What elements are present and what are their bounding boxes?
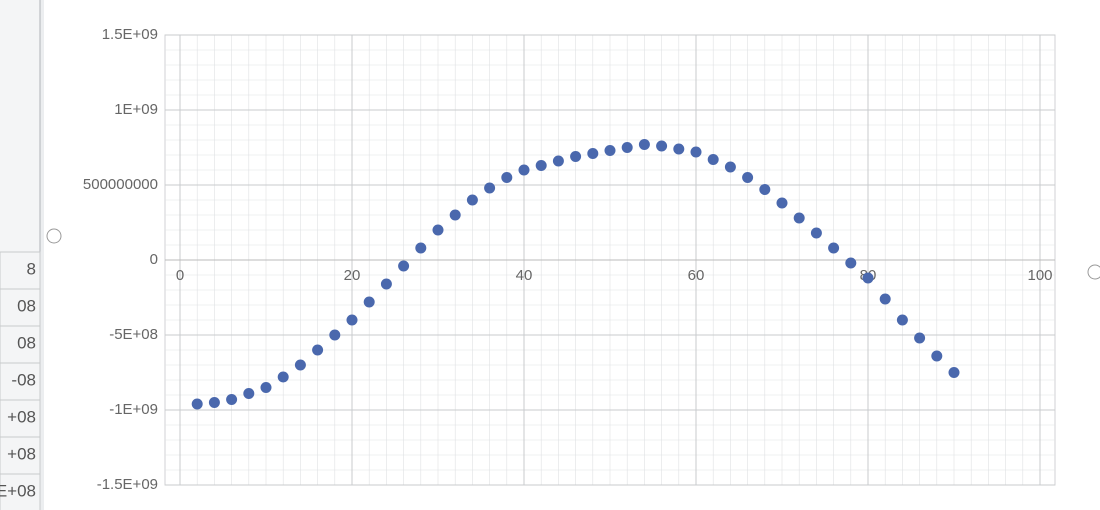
data-point — [707, 154, 719, 165]
data-point — [587, 148, 599, 159]
data-point — [208, 397, 220, 408]
data-point — [656, 140, 668, 152]
y-tick-label: -5E+08 — [109, 326, 158, 343]
data-point — [638, 139, 650, 150]
data-point — [329, 329, 341, 341]
x-tick-label: 0 — [176, 267, 184, 284]
data-point — [312, 344, 324, 356]
data-point — [501, 172, 513, 183]
sheet-cell-text: -08 — [11, 370, 36, 389]
data-point — [346, 314, 358, 326]
data-point — [914, 332, 926, 344]
y-tick-label: -1E+09 — [109, 401, 158, 418]
sheet-cell — [0, 325, 41, 364]
data-point — [363, 296, 375, 308]
data-point — [828, 242, 840, 254]
x-tick-label: 60 — [688, 267, 705, 284]
x-tick-label: 40 — [516, 267, 533, 284]
data-point — [484, 182, 496, 194]
chart-area — [44, 0, 1100, 510]
data-point — [243, 388, 255, 399]
data-point — [948, 367, 960, 378]
data-point — [621, 142, 633, 153]
data-point — [466, 194, 478, 206]
data-point — [793, 212, 805, 224]
resize-handle — [46, 228, 62, 244]
sheet-cell — [0, 251, 41, 290]
y-tick-label: 0 — [150, 251, 158, 268]
data-point — [742, 172, 754, 183]
data-point — [398, 260, 410, 272]
data-point — [759, 184, 771, 195]
data-point — [191, 398, 203, 410]
data-point — [724, 161, 736, 173]
data-point — [879, 293, 891, 305]
data-point — [931, 350, 943, 362]
data-point — [226, 394, 238, 405]
data-point — [776, 197, 788, 209]
data-point — [518, 164, 530, 176]
sheet-cell-text: +08 — [7, 444, 36, 463]
data-point — [690, 146, 702, 158]
data-point — [294, 359, 306, 371]
data-point — [845, 257, 857, 269]
data-point — [277, 371, 289, 383]
sheet-cell-text: 08 — [17, 333, 36, 352]
y-tick-label: 1.5E+09 — [102, 26, 158, 43]
data-point — [810, 227, 822, 239]
sheet-cell-text: E+08 — [0, 481, 36, 500]
data-point — [432, 224, 444, 236]
x-tick-label: 100 — [1027, 267, 1052, 284]
sheet-cell-text: 08 — [17, 296, 36, 315]
data-point — [380, 278, 392, 290]
y-tick-label: 500000000 — [83, 176, 158, 193]
data-point — [604, 145, 616, 156]
sheet-cell — [0, 436, 41, 475]
data-point — [673, 143, 685, 155]
sheet-cell-text: +08 — [7, 407, 36, 426]
sheet-cell-text: 8 — [27, 259, 36, 278]
x-tick-label: 20 — [344, 267, 361, 284]
data-point — [552, 155, 564, 167]
data-point — [896, 314, 908, 326]
data-point — [415, 242, 427, 254]
data-point — [570, 151, 582, 162]
sheet-cell — [0, 362, 41, 401]
data-point — [260, 382, 272, 393]
sheet-cell — [0, 473, 41, 510]
y-tick-label: 1E+09 — [114, 101, 158, 118]
data-point — [535, 160, 547, 171]
sheet-cell — [0, 288, 41, 327]
data-point — [449, 209, 461, 221]
sheet-cell — [0, 399, 41, 438]
y-tick-label: -1.5E+09 — [97, 476, 158, 493]
data-point — [862, 272, 874, 284]
resize-handle — [1087, 264, 1100, 280]
